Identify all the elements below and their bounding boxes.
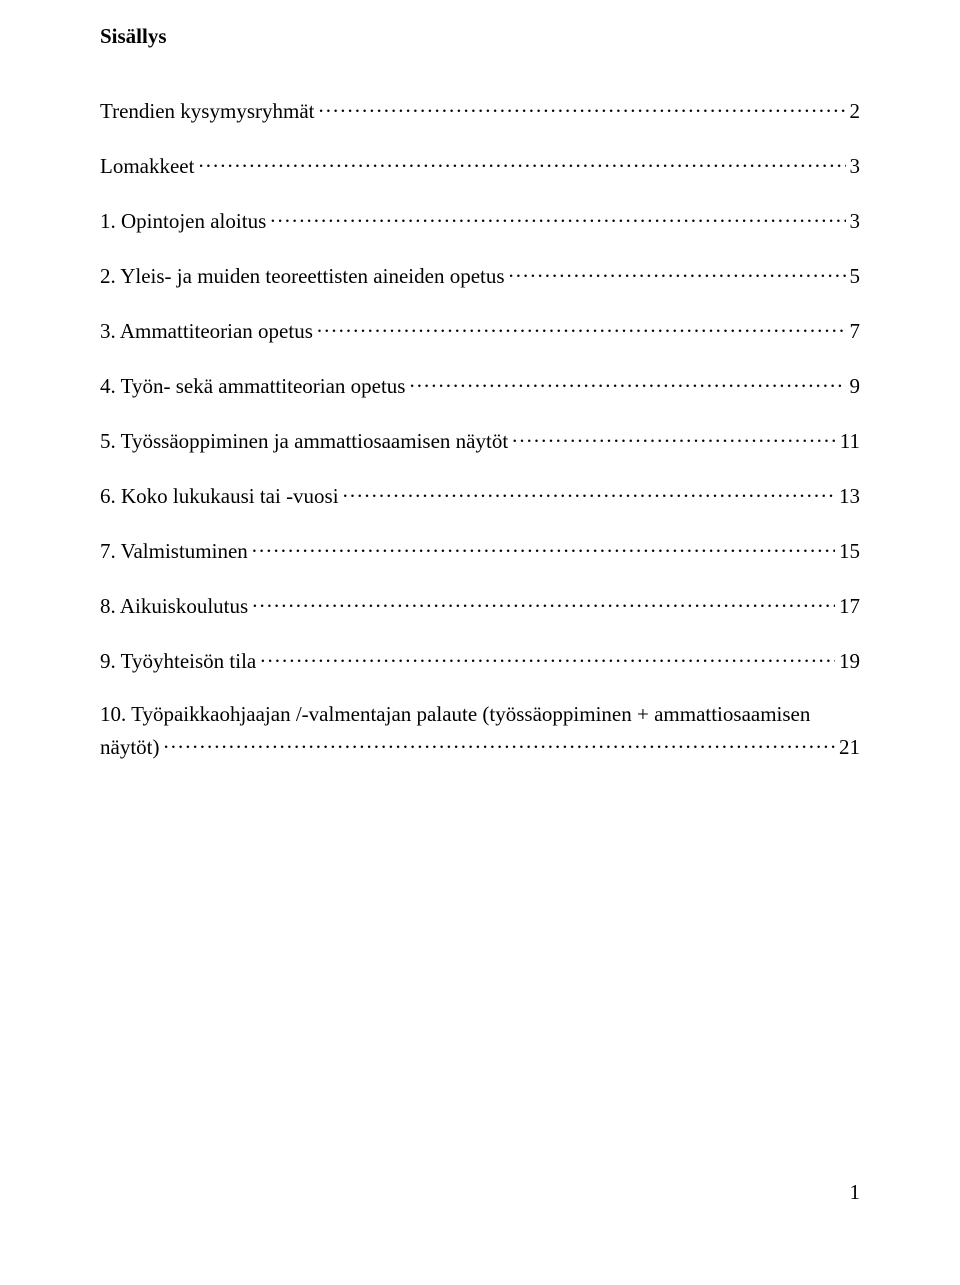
toc-entry-label: Trendien kysymysryhmät (100, 99, 314, 124)
toc-entry-label: 3. Ammattiteorian opetus (100, 319, 313, 344)
toc-entry-label: 6. Koko lukukausi tai -vuosi (100, 484, 339, 509)
toc-leader-dots (317, 317, 846, 338)
toc-entry: Lomakkeet 3 (100, 152, 860, 179)
toc-entry-label: Lomakkeet (100, 154, 194, 179)
toc-entry-page: 3 (850, 209, 861, 234)
toc-entry-label: 4. Työn- sekä ammattiteorian opetus (100, 374, 405, 399)
toc-entry-page: 2 (850, 99, 861, 124)
toc-entry: 3. Ammattiteorian opetus 7 (100, 317, 860, 344)
toc-entry: 10. Työpaikkaohjaajan /-valmentajan pala… (100, 702, 860, 760)
toc-entry: 4. Työn- sekä ammattiteorian opetus 9 (100, 372, 860, 399)
toc-leader-dots (252, 537, 835, 558)
toc-leader-dots (260, 647, 835, 668)
toc-entry-label-continued: näytöt) (100, 735, 159, 760)
table-of-contents: Trendien kysymysryhmät 2 Lomakkeet 3 1. … (100, 97, 860, 760)
toc-entry-page: 5 (850, 264, 861, 289)
toc-entry-label: 2. Yleis- ja muiden teoreettisten aineid… (100, 264, 505, 289)
toc-entry-label: 9. Työyhteisön tila (100, 649, 256, 674)
toc-entry: 8. Aikuiskoulutus 17 (100, 592, 860, 619)
toc-entry-page: 17 (839, 594, 860, 619)
toc-entry-label: 1. Opintojen aloitus (100, 209, 266, 234)
toc-leader-dots (270, 207, 845, 228)
toc-entry-page: 21 (839, 735, 860, 760)
toc-entry-page: 19 (839, 649, 860, 674)
toc-leader-dots (163, 733, 835, 754)
toc-entry: 7. Valmistuminen 15 (100, 537, 860, 564)
toc-entry-label: 8. Aikuiskoulutus (100, 594, 248, 619)
toc-entry-page: 3 (850, 154, 861, 179)
toc-heading: Sisällys (100, 24, 860, 49)
toc-leader-dots (409, 372, 845, 393)
toc-entry-label: 10. Työpaikkaohjaajan /-valmentajan pala… (100, 702, 860, 727)
document-page: Sisällys Trendien kysymysryhmät 2 Lomakk… (0, 0, 960, 1285)
toc-leader-dots (318, 97, 845, 118)
toc-entry: 2. Yleis- ja muiden teoreettisten aineid… (100, 262, 860, 289)
toc-entry-page: 9 (850, 374, 861, 399)
toc-leader-dots (252, 592, 835, 613)
toc-entry: 9. Työyhteisön tila 19 (100, 647, 860, 674)
toc-entry-page: 13 (839, 484, 860, 509)
toc-entry: Trendien kysymysryhmät 2 (100, 97, 860, 124)
toc-entry-label: 7. Valmistuminen (100, 539, 248, 564)
toc-leader-dots (512, 427, 836, 448)
toc-entry: 1. Opintojen aloitus 3 (100, 207, 860, 234)
toc-leader-dots (509, 262, 846, 283)
toc-entry-page: 11 (840, 429, 860, 454)
toc-entry-label: 5. Työssäoppiminen ja ammattiosaamisen n… (100, 429, 508, 454)
toc-entry-page: 7 (850, 319, 861, 344)
toc-entry: 6. Koko lukukausi tai -vuosi 13 (100, 482, 860, 509)
toc-entry: 5. Työssäoppiminen ja ammattiosaamisen n… (100, 427, 860, 454)
toc-leader-dots (343, 482, 835, 503)
page-number: 1 (850, 1180, 861, 1205)
toc-leader-dots (198, 152, 845, 173)
toc-entry-page: 15 (839, 539, 860, 564)
